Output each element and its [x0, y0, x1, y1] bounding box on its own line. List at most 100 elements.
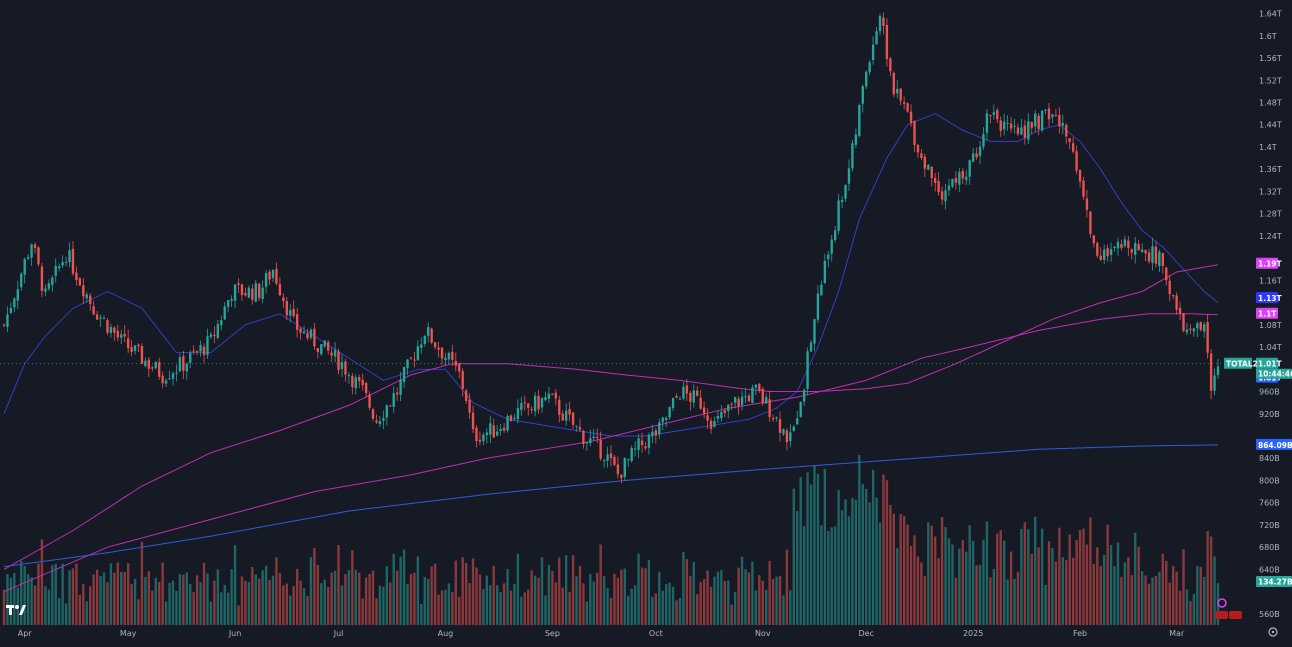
candle[interactable]	[723, 408, 726, 417]
candle[interactable]	[775, 416, 778, 422]
candle[interactable]	[613, 454, 616, 467]
candle[interactable]	[561, 410, 564, 421]
candle[interactable]	[1078, 169, 1082, 188]
candle[interactable]	[854, 128, 858, 149]
candle[interactable]	[382, 410, 385, 430]
candle[interactable]	[68, 242, 71, 268]
candle[interactable]	[837, 193, 840, 235]
candle[interactable]	[58, 263, 61, 272]
candle[interactable]	[520, 396, 523, 416]
candle[interactable]	[496, 424, 499, 437]
candle[interactable]	[913, 120, 916, 153]
candle[interactable]	[285, 297, 288, 321]
candle[interactable]	[392, 386, 395, 414]
candle[interactable]	[44, 284, 47, 297]
candle[interactable]	[830, 234, 833, 262]
candle[interactable]	[699, 389, 702, 410]
candle[interactable]	[809, 339, 813, 353]
candle[interactable]	[951, 178, 954, 189]
candle[interactable]	[468, 393, 471, 419]
candle[interactable]	[658, 418, 661, 440]
candle[interactable]	[209, 331, 213, 340]
candle[interactable]	[154, 361, 157, 370]
candle[interactable]	[113, 326, 116, 341]
candle[interactable]	[9, 302, 13, 314]
candle[interactable]	[33, 242, 37, 254]
candle[interactable]	[833, 225, 837, 243]
candle[interactable]	[1065, 123, 1068, 144]
candle[interactable]	[720, 405, 723, 422]
candle[interactable]	[82, 277, 85, 304]
candle[interactable]	[371, 407, 375, 422]
candle[interactable]	[802, 388, 806, 406]
candle[interactable]	[509, 414, 513, 422]
candle[interactable]	[161, 371, 164, 389]
candle[interactable]	[902, 96, 906, 110]
candle[interactable]	[516, 399, 520, 424]
candle[interactable]	[1040, 110, 1044, 133]
candle[interactable]	[596, 428, 599, 444]
candle[interactable]	[564, 403, 568, 426]
candle[interactable]	[940, 186, 944, 205]
candle[interactable]	[947, 178, 951, 197]
candle[interactable]	[599, 431, 602, 461]
candle[interactable]	[30, 243, 33, 266]
candle[interactable]	[440, 346, 444, 366]
candle[interactable]	[668, 406, 671, 420]
candle[interactable]	[671, 397, 675, 412]
candle[interactable]	[420, 337, 423, 354]
candle[interactable]	[840, 195, 844, 209]
candle[interactable]	[1034, 109, 1037, 133]
candle[interactable]	[61, 255, 64, 268]
candle[interactable]	[1027, 113, 1030, 145]
tradingview-logo[interactable]	[6, 605, 26, 615]
candle[interactable]	[2, 323, 6, 328]
candle[interactable]	[471, 405, 475, 433]
candle[interactable]	[985, 108, 989, 141]
candle[interactable]	[823, 253, 827, 284]
candle[interactable]	[1113, 246, 1116, 252]
candle[interactable]	[982, 127, 985, 150]
candle[interactable]	[620, 474, 623, 484]
candle[interactable]	[140, 343, 144, 365]
candle[interactable]	[20, 272, 23, 291]
candle[interactable]	[1134, 236, 1137, 264]
candle[interactable]	[1054, 108, 1058, 117]
candle[interactable]	[689, 390, 692, 411]
candle[interactable]	[164, 378, 168, 388]
candle[interactable]	[116, 324, 119, 342]
candle[interactable]	[1058, 107, 1061, 134]
candle[interactable]	[771, 414, 775, 422]
events-icon[interactable]	[1215, 598, 1242, 619]
candle[interactable]	[602, 458, 606, 468]
candle[interactable]	[1209, 348, 1213, 400]
candle[interactable]	[1171, 294, 1175, 299]
candle[interactable]	[792, 424, 795, 432]
candle[interactable]	[464, 389, 468, 404]
candle[interactable]	[868, 59, 871, 76]
candle[interactable]	[99, 314, 102, 327]
candle[interactable]	[1082, 176, 1085, 201]
candle[interactable]	[416, 340, 420, 361]
candle[interactable]	[313, 323, 316, 350]
candle[interactable]	[333, 341, 337, 363]
candle[interactable]	[754, 384, 758, 396]
candle[interactable]	[816, 285, 820, 324]
candle[interactable]	[354, 374, 357, 395]
candle[interactable]	[1009, 116, 1013, 133]
candle[interactable]	[730, 402, 733, 411]
candle[interactable]	[213, 326, 216, 344]
candle[interactable]	[351, 373, 354, 395]
candle[interactable]	[544, 391, 547, 402]
candle[interactable]	[499, 424, 502, 436]
candle[interactable]	[109, 323, 113, 338]
candle[interactable]	[37, 246, 40, 267]
candle[interactable]	[992, 104, 996, 120]
candle[interactable]	[271, 269, 275, 283]
candle[interactable]	[275, 262, 278, 286]
candle[interactable]	[251, 284, 254, 305]
candle[interactable]	[1047, 102, 1051, 127]
candle[interactable]	[1192, 327, 1196, 337]
candle[interactable]	[778, 411, 782, 442]
candle[interactable]	[478, 431, 482, 446]
